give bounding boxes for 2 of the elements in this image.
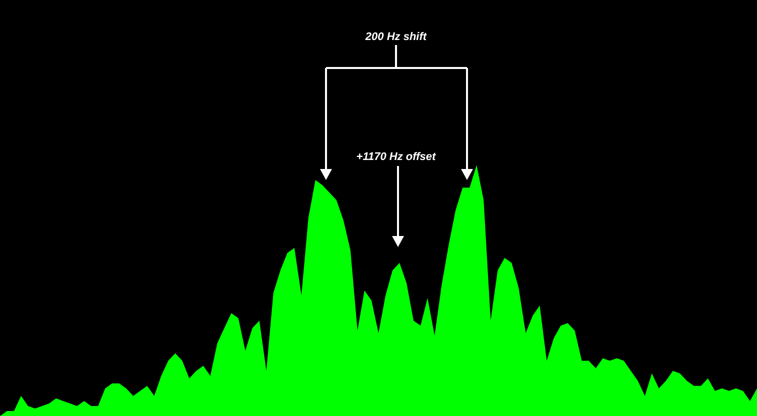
text: +1170 Hz offset: [356, 151, 438, 163]
text: 200 Hz shift: [364, 31, 428, 43]
